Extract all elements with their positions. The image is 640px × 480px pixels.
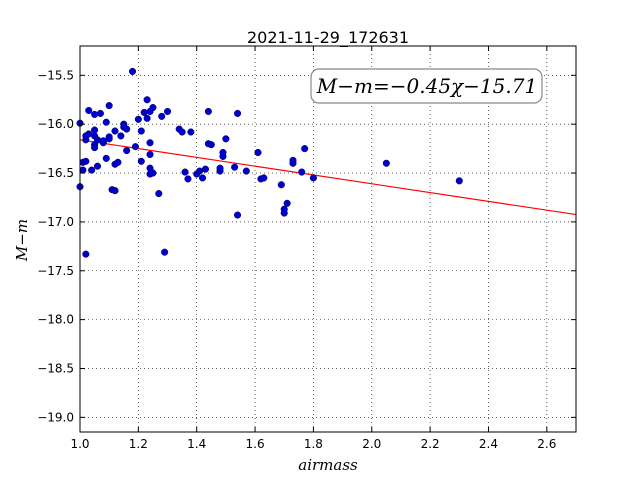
data-point bbox=[298, 168, 306, 176]
data-point bbox=[222, 135, 230, 143]
y-tick-label: −16.5 bbox=[37, 166, 74, 180]
data-point bbox=[137, 157, 145, 165]
data-point bbox=[137, 127, 145, 135]
data-point bbox=[204, 107, 212, 116]
data-point bbox=[111, 187, 119, 195]
data-point bbox=[105, 102, 113, 110]
data-point bbox=[155, 190, 163, 198]
data-point bbox=[254, 148, 262, 157]
data-point bbox=[134, 115, 142, 123]
data-point bbox=[123, 147, 131, 155]
data-point bbox=[117, 132, 125, 140]
data-point bbox=[277, 181, 285, 189]
data-point bbox=[82, 250, 90, 258]
y-tick-label: −18.0 bbox=[37, 313, 74, 327]
y-axis-label: M−m bbox=[13, 219, 31, 262]
x-tick-label: 2.2 bbox=[421, 437, 440, 451]
data-point bbox=[102, 118, 110, 126]
data-point bbox=[149, 169, 157, 177]
data-point bbox=[91, 144, 99, 152]
data-point bbox=[158, 112, 166, 120]
data-point bbox=[234, 109, 242, 117]
data-point bbox=[128, 67, 137, 75]
x-tick-label: 2.4 bbox=[479, 437, 498, 451]
data-point bbox=[131, 143, 139, 151]
data-point bbox=[260, 174, 268, 182]
data-point bbox=[201, 165, 210, 173]
data-point bbox=[283, 199, 291, 207]
fit-layer bbox=[79, 139, 577, 216]
data-point bbox=[123, 125, 131, 133]
data-point bbox=[301, 145, 309, 153]
plot-frame bbox=[79, 45, 577, 433]
x-tick-label: 1.2 bbox=[129, 437, 148, 451]
data-point bbox=[207, 141, 215, 149]
data-point bbox=[114, 158, 122, 166]
x-tick-label: 1.6 bbox=[246, 437, 265, 451]
data-point bbox=[280, 209, 288, 217]
data-point bbox=[289, 159, 297, 167]
data-point bbox=[149, 104, 157, 112]
data-point bbox=[93, 136, 102, 144]
x-tick-label: 1.0 bbox=[70, 437, 89, 451]
data-point bbox=[146, 150, 154, 159]
data-point bbox=[96, 109, 104, 117]
data-point bbox=[161, 248, 169, 256]
data-point bbox=[181, 168, 189, 176]
data-point bbox=[309, 174, 317, 182]
fit-annotation: M−m=−0.45χ−15.71 bbox=[310, 68, 543, 104]
x-tick-label: 2.6 bbox=[537, 437, 556, 451]
ticks: 1.0 1.2 1.4 1.6 1.8 2.0 2.2 2.4 2.6 −15.5 −16.0 −16… bbox=[37, 46, 576, 451]
y-tick-label: −15.5 bbox=[37, 68, 74, 82]
data-points bbox=[76, 67, 463, 258]
data-point bbox=[143, 114, 151, 122]
data-point bbox=[85, 106, 93, 115]
data-point bbox=[143, 96, 151, 104]
data-point bbox=[102, 154, 110, 162]
data-point bbox=[216, 164, 224, 172]
chart-title: 2021-11-29_172631 bbox=[247, 28, 409, 48]
fit-annotation-box bbox=[310, 68, 543, 104]
data-point bbox=[231, 163, 239, 171]
data-point bbox=[219, 148, 227, 157]
x-tick-label: 1.4 bbox=[187, 437, 206, 451]
x-axis-label: airmass bbox=[298, 456, 358, 474]
data-point bbox=[242, 167, 250, 175]
fit-line bbox=[79, 139, 577, 216]
y-tick-label: −18.5 bbox=[37, 361, 74, 375]
data-point bbox=[82, 157, 90, 165]
data-point bbox=[88, 166, 96, 174]
data-point bbox=[455, 177, 463, 185]
data-point bbox=[382, 159, 390, 167]
x-tick-label: 2.0 bbox=[362, 437, 381, 451]
data-point bbox=[163, 107, 172, 116]
y-tick-label: −16.0 bbox=[37, 117, 74, 131]
data-point bbox=[146, 139, 154, 147]
data-point bbox=[91, 126, 99, 134]
data-point bbox=[111, 127, 119, 135]
y-tick-label: −19.0 bbox=[37, 410, 74, 424]
data-point bbox=[234, 211, 242, 219]
data-point bbox=[93, 162, 102, 170]
y-tick-label: −17.0 bbox=[37, 215, 74, 229]
data-point bbox=[79, 166, 87, 174]
x-tick-label: 1.8 bbox=[304, 437, 323, 451]
data-point bbox=[91, 110, 99, 118]
data-point bbox=[178, 128, 186, 136]
y-tick-label: −17.5 bbox=[37, 264, 74, 278]
data-point bbox=[198, 174, 207, 182]
data-point bbox=[105, 135, 113, 143]
data-point bbox=[187, 128, 195, 136]
data-point bbox=[184, 175, 192, 183]
data-point bbox=[140, 108, 148, 117]
fit-annotation-text: M−m=−0.45χ−15.71 bbox=[316, 74, 537, 98]
